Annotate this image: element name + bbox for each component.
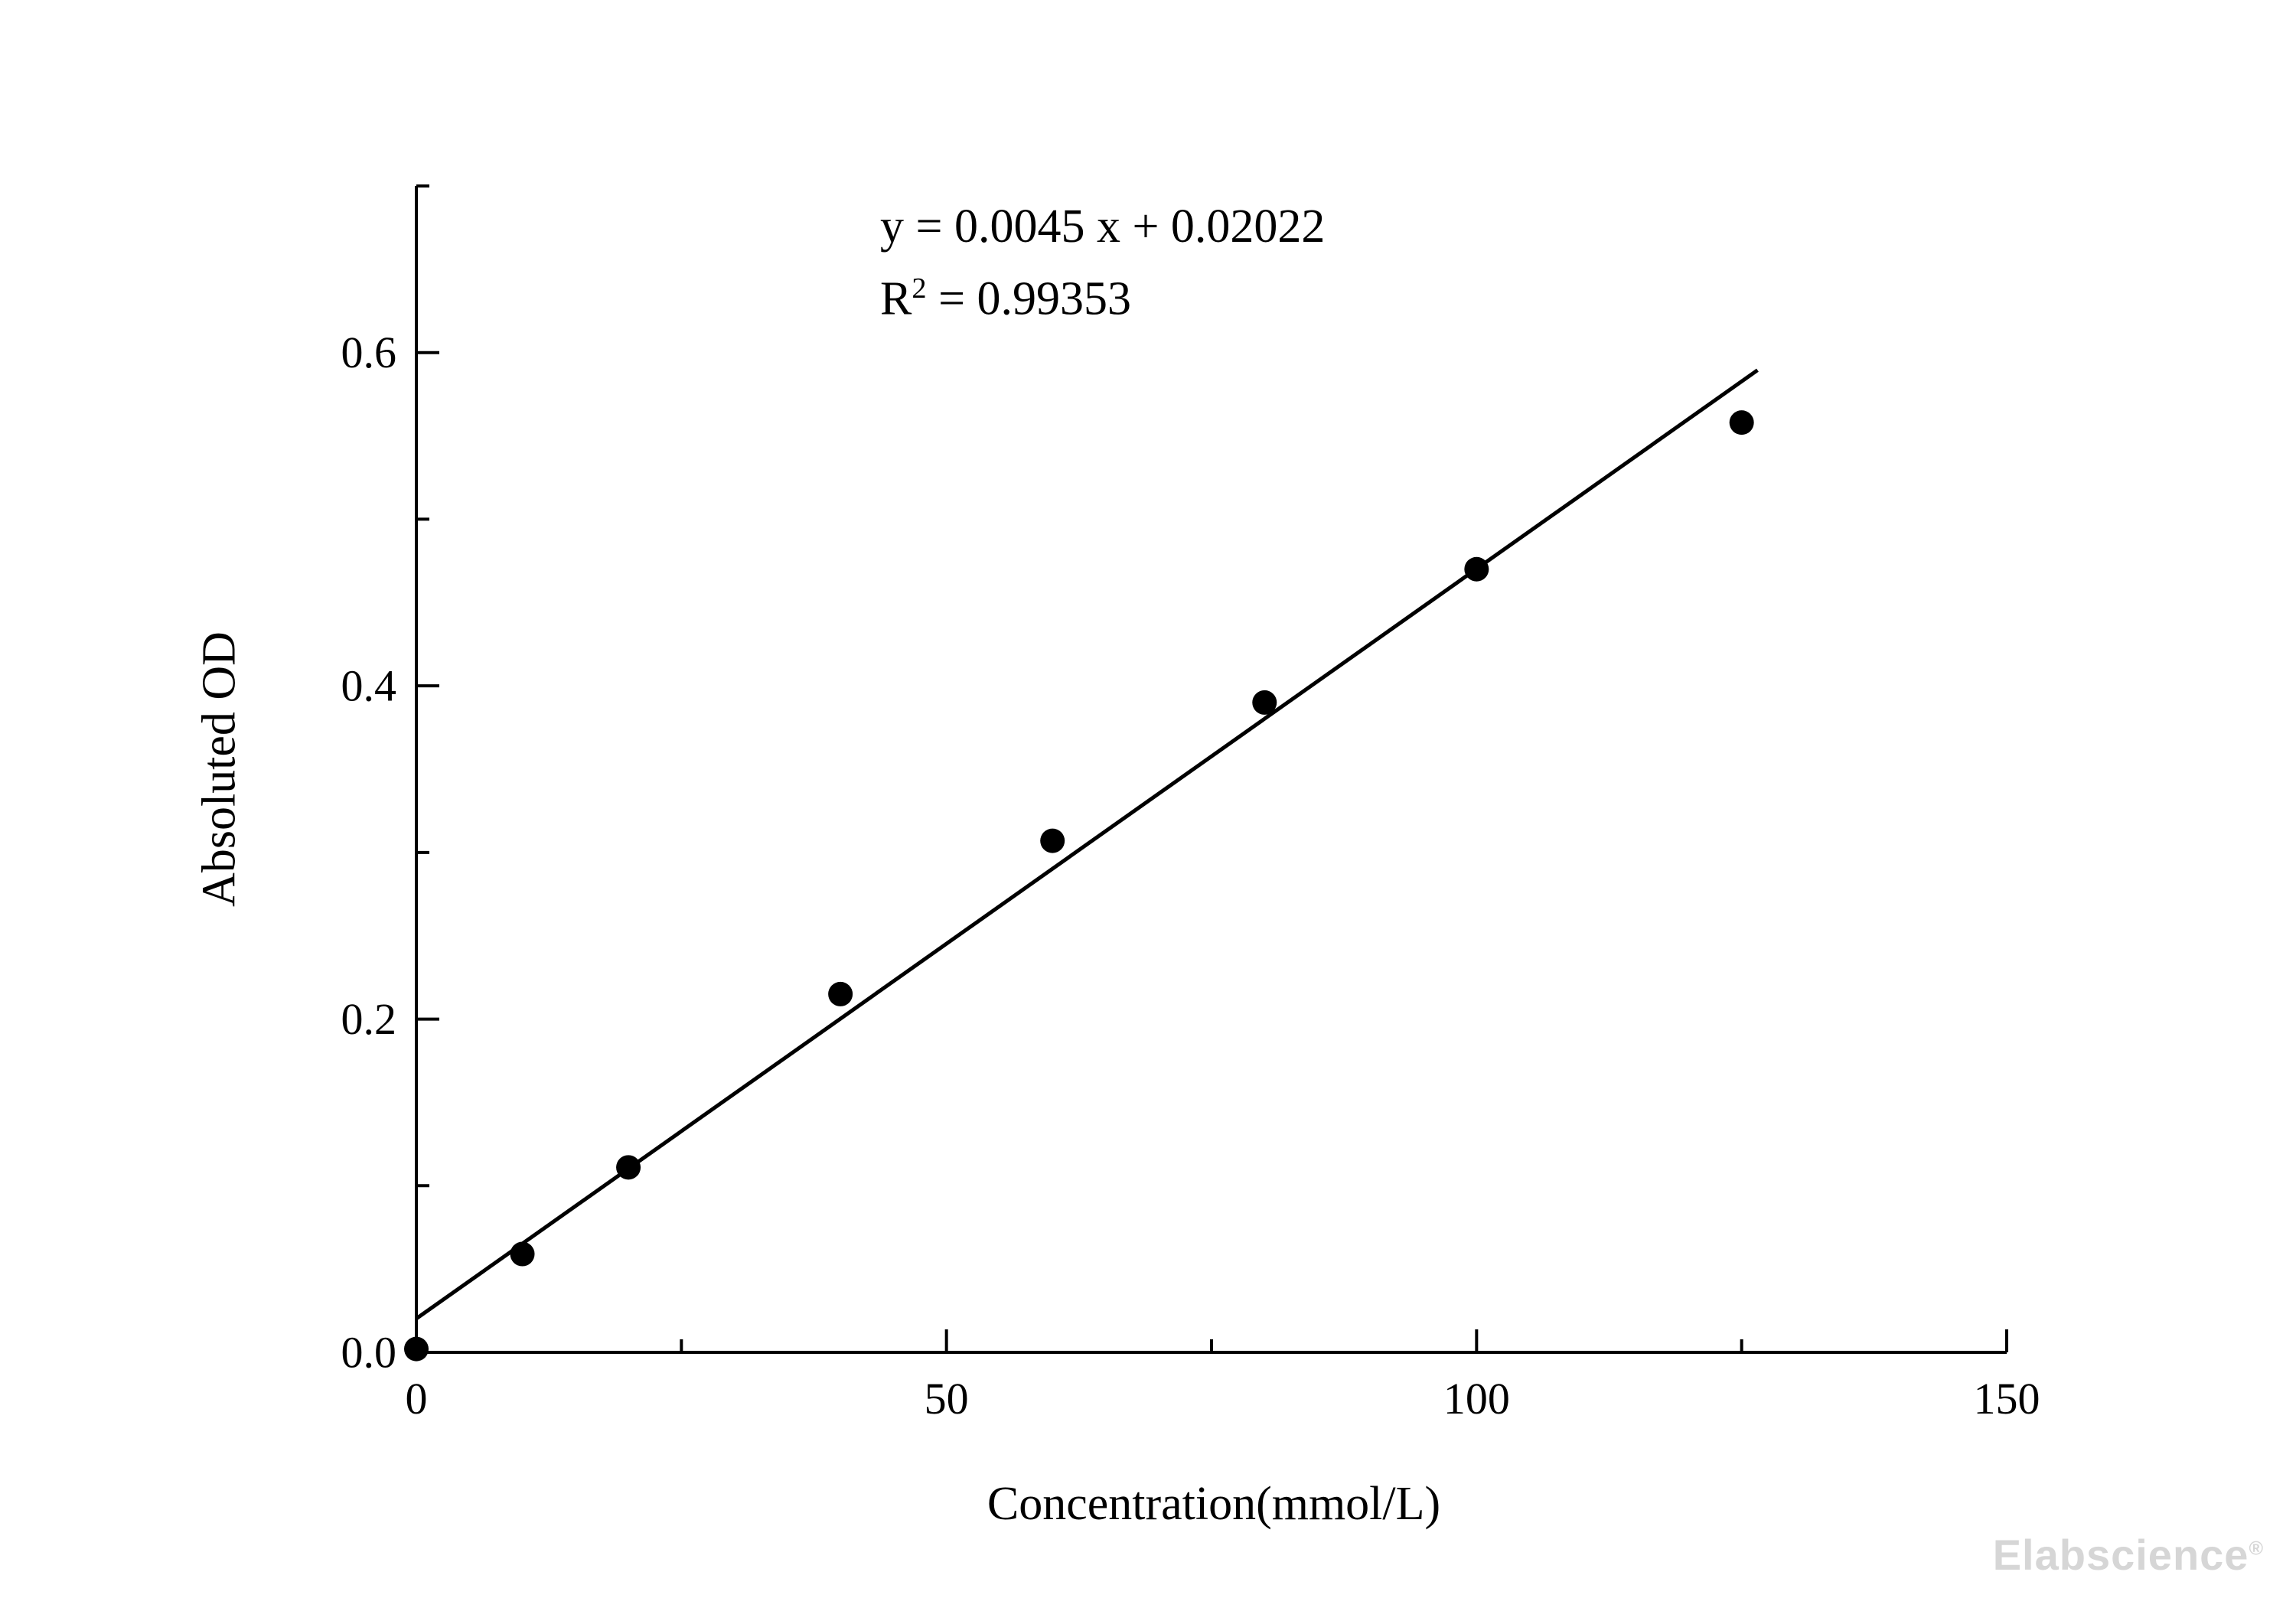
data-point xyxy=(1252,690,1277,715)
y-tick-label: 0.4 xyxy=(341,661,397,711)
data-point xyxy=(828,981,853,1006)
fit-annotation: y = 0.0045 x + 0.02022 R2 = 0.99353 xyxy=(880,201,1325,325)
brand-watermark: Elabscience® xyxy=(1992,1531,2264,1579)
registered-mark: ® xyxy=(2249,1538,2264,1560)
fit-equation: y = 0.0045 x + 0.02022 xyxy=(880,201,1326,253)
r-squared-value: = 0.99353 xyxy=(926,272,1132,325)
y-tick-label: 0.2 xyxy=(341,994,397,1044)
y-tick-label: 0.6 xyxy=(341,328,397,377)
data-point xyxy=(1464,556,1489,582)
x-tick-label: 50 xyxy=(925,1374,969,1424)
data-point xyxy=(616,1155,641,1180)
r-squared-exponent: 2 xyxy=(912,272,927,305)
fit-line xyxy=(415,368,1759,1321)
fit-r-squared: R2 = 0.99353 xyxy=(880,272,1132,325)
data-point xyxy=(510,1241,535,1267)
data-point xyxy=(1040,828,1065,853)
x-tick-label: 0 xyxy=(406,1374,428,1424)
data-point xyxy=(404,1336,429,1362)
data-point xyxy=(1729,410,1754,435)
y-axis-title: Absoluted OD xyxy=(193,631,246,907)
x-axis-title: Concentration(mmol/L) xyxy=(987,1478,1441,1530)
y-tick-label: 0.0 xyxy=(341,1328,397,1378)
x-tick-label: 150 xyxy=(1974,1374,2040,1424)
x-tick-label: 100 xyxy=(1443,1374,1510,1424)
